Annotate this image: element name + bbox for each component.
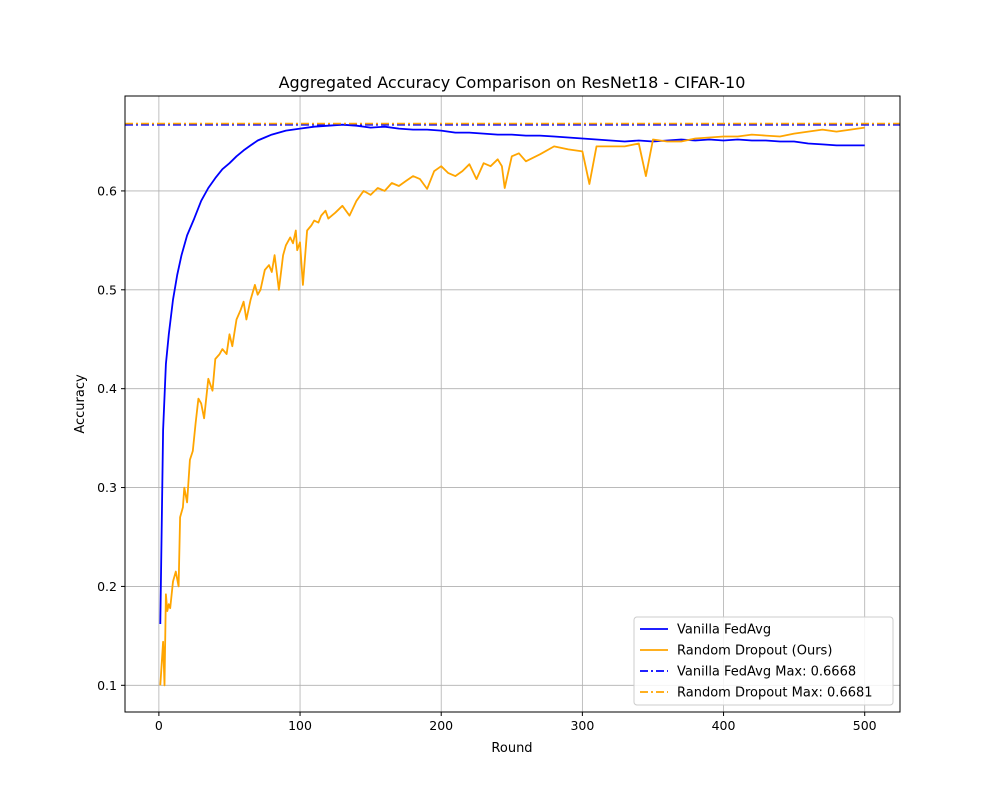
y-tick-label: 0.5	[97, 282, 117, 297]
x-tick-label: 400	[712, 718, 736, 733]
y-tick-label: 0.1	[97, 678, 117, 693]
x-tick-label: 500	[853, 718, 877, 733]
y-tick-label: 0.3	[97, 480, 117, 495]
x-tick-label: 300	[570, 718, 594, 733]
y-axis-label: Accuracy	[73, 374, 88, 434]
series-line-vanilla-fedavg	[159, 123, 865, 625]
x-tick-label: 100	[288, 718, 312, 733]
x-tick-label: 0	[155, 718, 163, 733]
legend-label: Vanilla FedAvg	[677, 623, 771, 638]
plot-frame	[124, 95, 901, 713]
plot-lines	[125, 122, 900, 687]
legend-box	[633, 616, 894, 706]
legend: Vanilla FedAvg Random Dropout (Ours) Vanil…	[633, 616, 894, 706]
x-tick-label: 200	[429, 718, 453, 733]
y-tick-label: 0.2	[97, 579, 117, 594]
x-axis-ticks: 0 100 200 300 400 500	[155, 712, 877, 733]
grid-lines	[125, 96, 900, 712]
legend-label: Random Dropout Max: 0.6681	[677, 686, 873, 701]
legend-label: Random Dropout (Ours)	[677, 644, 832, 659]
x-axis-label: Round	[491, 741, 532, 756]
y-tick-label: 0.4	[97, 381, 117, 396]
series-line-random-dropout	[159, 126, 865, 687]
y-axis-ticks: 0.1 0.2 0.3 0.4 0.5 0.6	[97, 183, 125, 693]
chart-title: Aggregated Accuracy Comparison on ResNet…	[279, 73, 746, 92]
y-tick-label: 0.6	[97, 183, 117, 198]
legend-label: Vanilla FedAvg Max: 0.6668	[677, 665, 856, 680]
